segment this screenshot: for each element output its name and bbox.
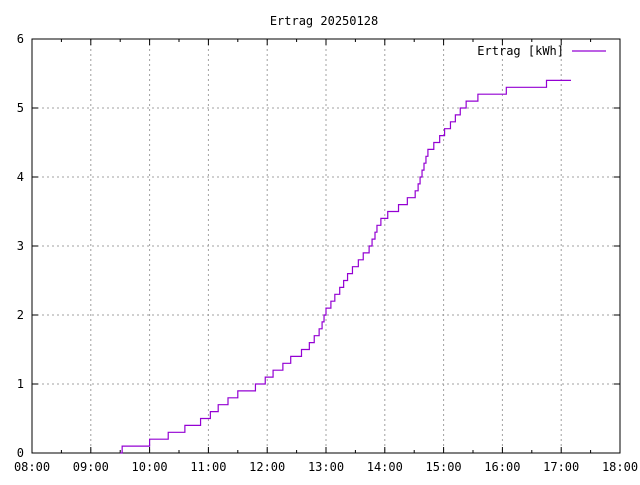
plot-border (31, 38, 621, 454)
y-tick-label: 6 (17, 32, 24, 46)
x-tick-label: 12:00 (249, 460, 285, 474)
x-tick-label: 09:00 (73, 460, 109, 474)
y-tick-label: 0 (17, 446, 24, 460)
axis-ticks: 08:00 09:00 10:00 11:00 12:00 13:00 14:00 15:00… (14, 32, 638, 474)
chart-title: Ertrag 20250128 (270, 14, 378, 28)
x-tick-label: 08:00 (14, 460, 50, 474)
x-tick-label: 10:00 (132, 460, 168, 474)
y-tick-label: 4 (17, 170, 24, 184)
legend-label: Ertrag [kWh] (477, 44, 564, 58)
y-tick-label: 1 (17, 377, 24, 391)
y-tick-label: 5 (17, 101, 24, 115)
x-tick-label: 14:00 (367, 460, 403, 474)
y-tick-label: 2 (17, 308, 24, 322)
x-tick-label: 13:00 (308, 460, 344, 474)
x-tick-label: 18:00 (602, 460, 638, 474)
series-line (120, 79, 571, 454)
x-tick-label: 15:00 (426, 460, 462, 474)
x-tick-label: 11:00 (190, 460, 226, 474)
legend: Ertrag [kWh] (477, 44, 606, 58)
grid (32, 39, 620, 453)
y-tick-label: 3 (17, 239, 24, 253)
series-layer (120, 79, 571, 454)
x-tick-label: 16:00 (484, 460, 520, 474)
x-tick-label: 17:00 (543, 460, 579, 474)
